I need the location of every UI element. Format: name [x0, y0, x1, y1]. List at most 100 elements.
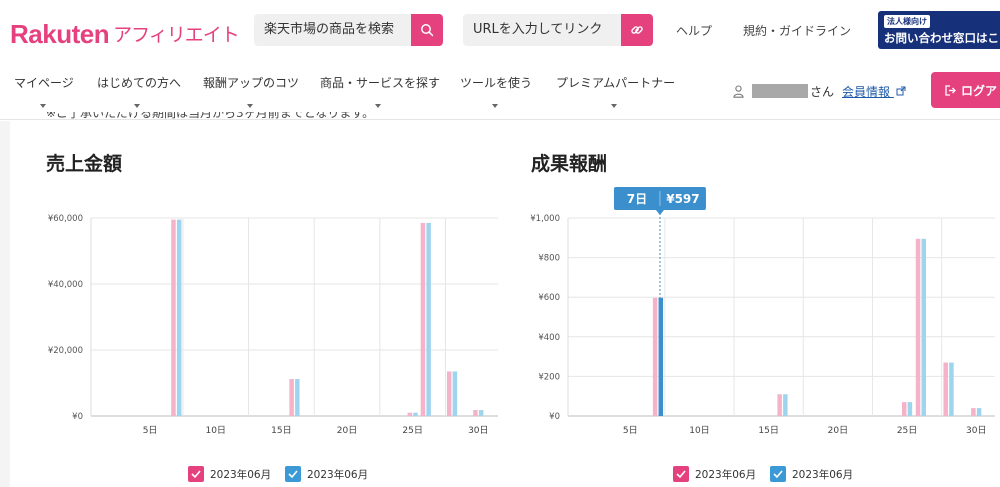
corporate-contact-text: お問い合わせ窓口はこ [884, 31, 999, 45]
bar[interactable] [407, 412, 413, 416]
url-input[interactable]: URLを入力してリンク [463, 14, 621, 46]
x-tick-label: 20日 [337, 425, 357, 436]
chevron-down-icon [611, 104, 617, 108]
commission-chart[interactable]: ¥0 ¥200 ¥400 ¥600 ¥800 ¥1,000 5日 10日 15日 20日 25日 30… [505, 187, 995, 487]
legend-item[interactable]: 2023年06月 [188, 466, 271, 482]
bar[interactable] [171, 219, 176, 416]
nav-item-label: はじめての方へ [97, 76, 182, 90]
x-tick-label: 20日 [828, 425, 848, 436]
legend-checkbox[interactable] [188, 466, 204, 482]
legend-checkbox[interactable] [673, 466, 689, 482]
create-link-button[interactable] [621, 14, 653, 46]
bar[interactable] [452, 371, 458, 416]
bar[interactable] [413, 412, 418, 416]
nav-item-tips[interactable]: 報酬アップのコツ [203, 74, 300, 108]
legend-label: 2023年06月 [792, 468, 853, 481]
nav-item-label: 報酬アップのコツ [203, 76, 300, 90]
bar[interactable] [426, 222, 431, 416]
x-tick-label: 10日 [689, 425, 709, 436]
logout-label: ログア [961, 83, 998, 98]
nav-item-beginners[interactable]: はじめての方へ [97, 74, 182, 108]
y-tick-label: ¥0 [72, 412, 83, 422]
y-tick-label: ¥200 [538, 372, 560, 382]
bar[interactable] [921, 238, 926, 416]
bar[interactable] [658, 297, 664, 416]
report-content [0, 121, 1000, 487]
tooltip-value: ¥597 [666, 192, 699, 206]
bar[interactable] [777, 394, 782, 416]
x-tick-label: 15日 [271, 425, 291, 436]
product-search-button[interactable] [411, 14, 443, 46]
x-tick-label: 30日 [966, 425, 986, 436]
x-tick-label: 10日 [205, 425, 225, 436]
chevron-down-icon [247, 104, 253, 108]
member-info-link[interactable]: 会員情報 [842, 83, 906, 100]
check-icon [676, 470, 686, 479]
y-tick-label: ¥800 [538, 254, 560, 264]
nav-item-tools[interactable]: ツールを使う [460, 74, 532, 108]
site-header: Rakuten アフィリエイト 楽天市場の商品を検索 URLを入力してリンク ヘ… [0, 0, 1000, 120]
logout-button[interactable]: ログア [931, 72, 1000, 108]
external-link-icon [896, 86, 906, 95]
bar[interactable] [943, 362, 948, 416]
bar[interactable] [473, 410, 478, 416]
rakuten-affiliate-logo[interactable]: Rakuten アフィリエイト [10, 15, 240, 49]
bar[interactable] [901, 402, 907, 416]
bar[interactable] [949, 362, 954, 416]
logo-main-text: Rakuten [10, 19, 110, 49]
chevron-down-icon [40, 104, 46, 108]
y-tick-label: ¥400 [538, 333, 560, 343]
y-tick-label: ¥1,000 [530, 214, 560, 224]
bar[interactable] [783, 394, 788, 416]
bar[interactable] [295, 379, 300, 416]
check-icon [191, 470, 201, 479]
y-tick-label: ¥40,000 [48, 280, 83, 290]
link-icon [631, 26, 643, 34]
tooltip-pointer [655, 210, 664, 215]
legend-item[interactable]: 2023年06月 [770, 466, 853, 482]
nav-item-label: マイページ [14, 76, 74, 90]
y-tick-label: ¥0 [549, 412, 560, 422]
x-tick-label: 25日 [897, 425, 917, 436]
nav-item-find-products[interactable]: 商品・サービスを探す [320, 74, 440, 108]
commission-title: 成果報酬 [531, 153, 608, 175]
help-link[interactable]: ヘルプ [676, 24, 713, 38]
bar[interactable] [446, 371, 452, 416]
bar[interactable] [915, 238, 921, 416]
bar[interactable] [971, 408, 976, 416]
left-gutter [0, 121, 10, 487]
bar[interactable] [176, 219, 182, 416]
url-link-form: URLを入力してリンク [463, 14, 653, 46]
legend-item[interactable]: 2023年06月 [285, 466, 368, 482]
chevron-down-icon [134, 104, 140, 108]
product-search: 楽天市場の商品を検索 [254, 14, 443, 46]
y-tick-label: ¥60,000 [48, 214, 83, 224]
bar[interactable] [289, 379, 294, 416]
user-icon [733, 84, 744, 98]
nav-item-label: プレミアムパートナー [556, 76, 676, 90]
x-tick-label: 15日 [758, 425, 778, 436]
bar[interactable] [420, 222, 426, 416]
product-search-input[interactable]: 楽天市場の商品を検索 [254, 14, 411, 46]
bar[interactable] [907, 402, 913, 416]
y-tick-label: ¥600 [538, 293, 560, 303]
bar[interactable] [652, 297, 658, 416]
legend-checkbox[interactable] [285, 466, 301, 482]
corporate-contact-button[interactable]: 法人様向け お問い合わせ窓口はこ [878, 11, 1000, 49]
legend-item[interactable]: 2023年06月 [673, 466, 756, 482]
bar[interactable] [976, 408, 982, 416]
legend-checkbox[interactable] [770, 466, 786, 482]
check-icon [288, 470, 298, 479]
terms-guideline-link[interactable]: 規約・ガイドライン [743, 24, 852, 38]
logout-icon [945, 84, 956, 96]
corporate-badge: 法人様向け [884, 15, 930, 28]
nav-item-mypage[interactable]: マイページ [14, 74, 74, 108]
tooltip-day: 7日 [627, 192, 647, 206]
member-info-label: 会員情報 [842, 84, 891, 99]
nav-item-premium-partner[interactable]: プレミアムパートナー [556, 74, 676, 108]
tooltip: 7日 ¥597 [613, 187, 706, 215]
legend-label: 2023年06月 [210, 468, 271, 481]
bar[interactable] [478, 410, 484, 416]
sales-amount-title: 売上金額 [46, 153, 123, 175]
check-icon [773, 470, 783, 479]
